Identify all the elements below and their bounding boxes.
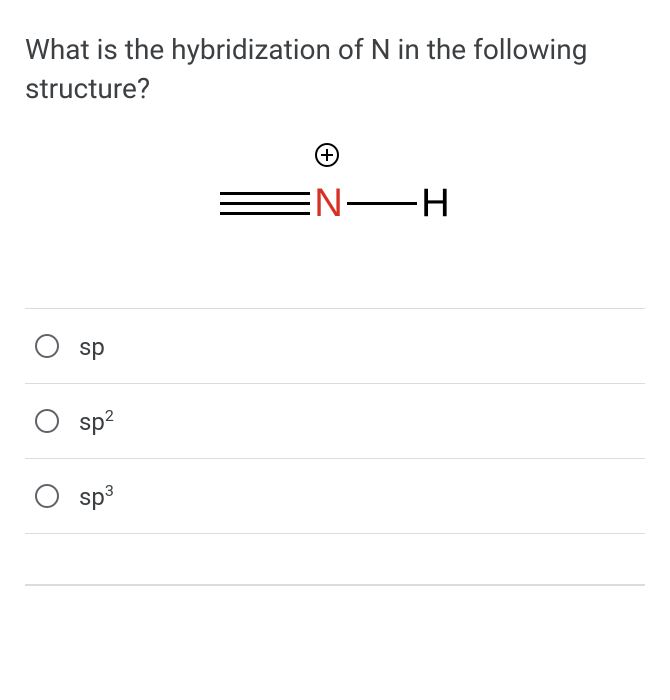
bottom-divider bbox=[25, 584, 645, 586]
positive-charge-icon bbox=[315, 143, 339, 167]
option-label: sp bbox=[79, 331, 105, 361]
nitrogen-atom: N bbox=[314, 181, 343, 226]
chemical-structure: N H bbox=[25, 148, 645, 258]
option-label: sp2 bbox=[79, 406, 114, 436]
hydrogen-atom: H bbox=[421, 181, 450, 226]
options-list: sp sp2 sp3 bbox=[25, 308, 645, 534]
radio-icon bbox=[35, 334, 59, 358]
radio-icon bbox=[35, 484, 59, 508]
option-label: sp3 bbox=[79, 481, 114, 511]
single-bond bbox=[347, 202, 417, 205]
option-sp2[interactable]: sp2 bbox=[25, 384, 645, 459]
option-sp[interactable]: sp bbox=[25, 309, 645, 384]
radio-icon bbox=[35, 409, 59, 433]
question-text: What is the hybridization of N in the fo… bbox=[25, 30, 645, 108]
triple-bond bbox=[220, 192, 310, 215]
option-sp3[interactable]: sp3 bbox=[25, 459, 645, 534]
